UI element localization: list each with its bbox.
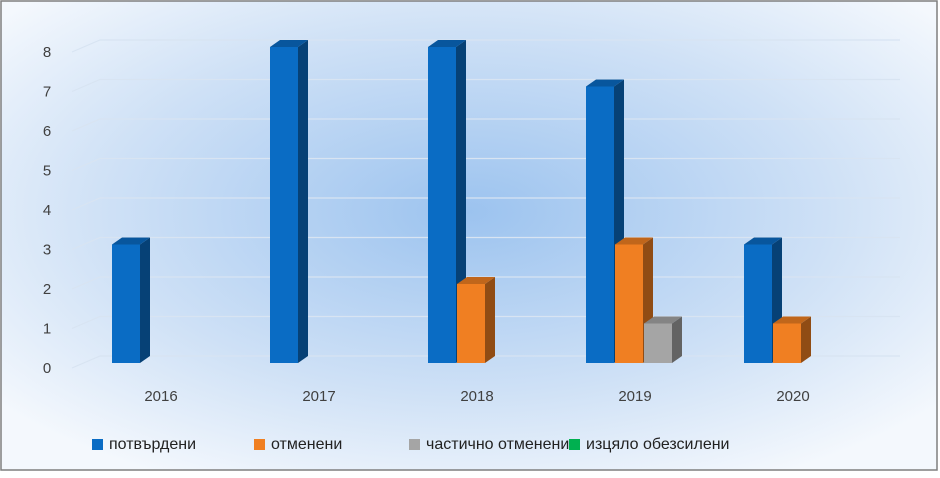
x-tick-label: 2019 — [618, 388, 651, 405]
bar-top — [586, 79, 624, 87]
legend-label: частично отменени — [426, 436, 569, 453]
bar-top — [615, 237, 653, 245]
legend-swatch — [92, 439, 103, 450]
bar — [270, 47, 298, 363]
bar — [586, 86, 614, 363]
bar-side — [672, 316, 682, 363]
bar-side — [485, 277, 495, 363]
y-tick-label: 8 — [43, 44, 51, 61]
x-tick-label: 2020 — [776, 388, 809, 405]
y-tick-label: 0 — [43, 360, 51, 377]
legend-label: изцяло обезсилени — [586, 436, 730, 453]
bar — [428, 47, 456, 363]
grid-line — [71, 197, 900, 211]
bar-side — [140, 237, 150, 363]
y-tick-label: 1 — [43, 320, 51, 337]
bar — [744, 244, 772, 363]
bar-top — [428, 40, 466, 47]
grid-line — [71, 157, 900, 172]
legend-swatch — [409, 439, 420, 450]
bar-top — [112, 237, 150, 245]
x-tick-label: 2018 — [460, 388, 493, 405]
bar — [615, 244, 643, 363]
bar — [457, 284, 485, 363]
grid-line — [71, 118, 900, 132]
bar-top — [773, 316, 811, 324]
bar-side — [298, 40, 308, 363]
grid-line — [71, 78, 900, 93]
bar-top — [457, 277, 495, 284]
grid-line — [71, 39, 900, 53]
x-tick-label: 2016 — [144, 388, 177, 405]
y-tick-label: 4 — [43, 202, 51, 219]
y-tick-label: 5 — [43, 162, 51, 179]
bar-top — [644, 316, 682, 324]
legend-swatch — [569, 439, 580, 450]
y-tick-label: 7 — [43, 83, 51, 100]
y-tick-label: 2 — [43, 281, 51, 298]
bar-top — [744, 237, 782, 245]
y-tick-label: 6 — [43, 123, 51, 140]
x-tick-label: 2017 — [302, 388, 335, 405]
legend-label: потвърдени — [109, 436, 196, 453]
bar — [773, 323, 801, 363]
bar-top — [270, 40, 308, 47]
bar — [644, 323, 672, 363]
y-tick-label: 3 — [43, 241, 51, 258]
legend-label: отменени — [271, 436, 342, 453]
bar-side — [801, 316, 811, 363]
bar — [112, 244, 140, 363]
legend-swatch — [254, 439, 265, 450]
